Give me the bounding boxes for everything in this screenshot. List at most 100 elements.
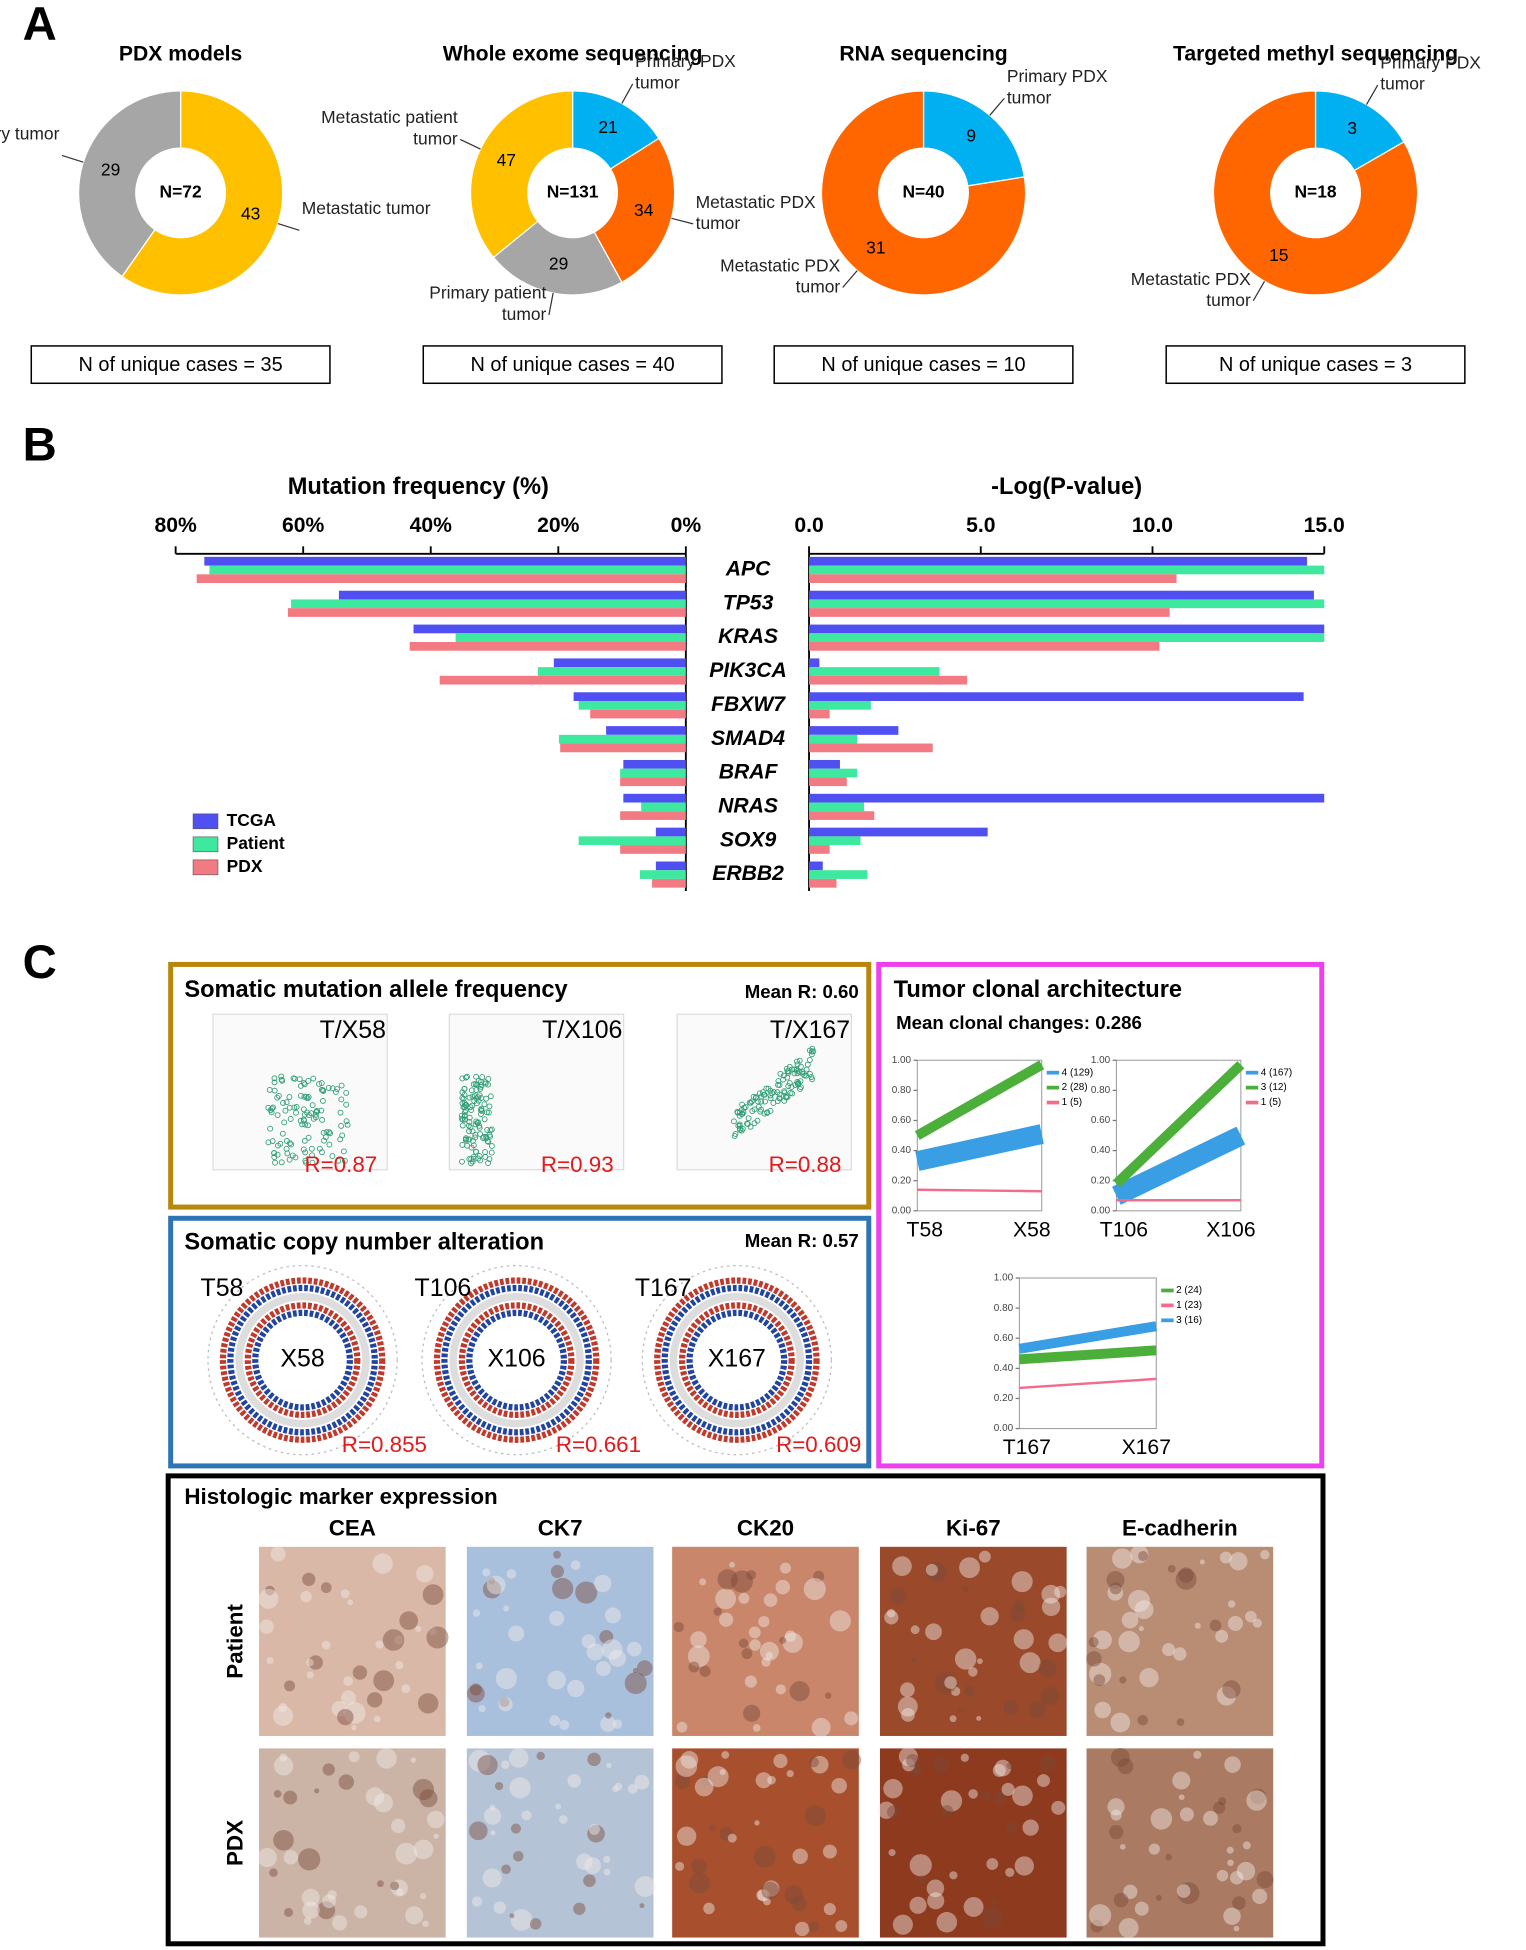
texture-blob [1090, 1919, 1103, 1933]
scatter-dot [287, 1116, 294, 1122]
texture-blob [586, 1643, 604, 1661]
texture-blob [1110, 1748, 1130, 1767]
scatter-dot [286, 1094, 293, 1100]
marker-label: CK20 [737, 1515, 794, 1540]
histology-image [259, 1546, 446, 1736]
scatter-dot [770, 1088, 777, 1095]
sample-label: X106 [488, 1345, 546, 1373]
bar [809, 633, 1325, 642]
scatter-dot [481, 1116, 488, 1123]
texture-blob [1256, 1871, 1274, 1889]
texture-blob [273, 1829, 294, 1851]
y-tick-label: 0.00 [994, 1423, 1014, 1434]
texture-blob [259, 1619, 274, 1634]
texture-blob [1109, 1582, 1122, 1595]
scatter-dot [731, 1132, 738, 1139]
x-tick-label: X167 [1122, 1436, 1171, 1459]
texture-blob [270, 1546, 286, 1562]
circos-ring [244, 1302, 361, 1419]
x-tick-label: 20% [537, 514, 580, 537]
scatter-dot [730, 1118, 737, 1125]
pie-segment [922, 90, 1026, 187]
texture-blob [419, 1789, 438, 1808]
x-tick-label: 15.0 [1304, 514, 1345, 537]
bar [809, 608, 1170, 617]
texture-blob [314, 1788, 320, 1794]
texture-blob [889, 1587, 907, 1605]
value-label: 3 [1347, 118, 1357, 138]
texture-blob [1051, 1800, 1066, 1815]
texture-blob [1041, 1584, 1061, 1604]
category-label: APC [725, 558, 771, 581]
circos-ring [219, 1277, 386, 1443]
scatter-dot [302, 1121, 309, 1128]
texture-blob [420, 1893, 427, 1900]
texture-blob [375, 1640, 384, 1649]
texture-blob [962, 1585, 969, 1593]
scatter-dot [313, 1114, 319, 1121]
value-label: 29 [549, 254, 568, 274]
bar [809, 624, 1325, 634]
texture-blob [347, 1599, 354, 1606]
bar [809, 700, 871, 710]
texture-blob [1089, 1662, 1112, 1686]
texture-blob [763, 1593, 778, 1607]
texture-blob [258, 1588, 279, 1609]
bar [809, 692, 1304, 701]
clone-line [917, 1188, 1042, 1193]
texture-blob [765, 1651, 774, 1660]
texture-blob [301, 1888, 320, 1907]
scatter-dot [300, 1146, 307, 1153]
texture-blob [399, 1611, 419, 1630]
category-label: SOX9 [720, 828, 777, 851]
scatter-dot [338, 1082, 345, 1089]
category-label: ERBB2 [712, 862, 784, 885]
scatter-dot [758, 1106, 764, 1113]
texture-blob [1134, 1600, 1154, 1620]
scatter-dot [282, 1107, 289, 1114]
texture-blob [1242, 1841, 1251, 1850]
scatter-dot [275, 1092, 282, 1099]
texture-blob [636, 1660, 653, 1677]
texture-blob [905, 1753, 920, 1768]
texture-blob [1223, 1907, 1241, 1925]
r-value: R=0.87 [304, 1152, 377, 1177]
scatter-dot [469, 1128, 476, 1135]
texture-blob [883, 1778, 903, 1799]
scatter-dot [487, 1133, 493, 1140]
texture-blob [416, 1565, 434, 1583]
scatter-dot [479, 1074, 486, 1081]
scatter-dot [762, 1098, 768, 1105]
texture-blob [675, 1755, 698, 1778]
texture-blob [1107, 1798, 1125, 1816]
footer: N of unique cases = 35 [79, 354, 283, 376]
texture-blob [373, 1793, 393, 1813]
texture-blob [594, 1574, 612, 1593]
texture-blob [536, 1751, 545, 1761]
scatter-dot [478, 1095, 485, 1101]
texture-blob [700, 1775, 712, 1787]
value-label: 34 [634, 200, 654, 220]
texture-blob [489, 1804, 496, 1811]
scatter-dot [274, 1112, 281, 1119]
scatter-dot [462, 1109, 468, 1116]
texture-blob [1117, 1758, 1134, 1775]
texture-blob [1176, 1884, 1191, 1898]
texture-blob [567, 1774, 582, 1788]
texture-blob [413, 1839, 434, 1860]
texture-blob [1054, 1585, 1067, 1598]
bar [606, 726, 686, 735]
texture-blob [811, 1717, 831, 1737]
texture-blob [926, 1561, 947, 1583]
x-tick-label: 10.0 [1132, 514, 1173, 537]
category-label: Primary PDX tumor [1380, 52, 1481, 94]
section-title: Somatic copy number alteration [184, 1229, 544, 1255]
scatter-dot [309, 1152, 315, 1159]
scatter-dot [473, 1073, 480, 1080]
histology-texture [884, 1550, 1068, 1723]
texture-blob [264, 1585, 275, 1596]
scatter-dot [785, 1083, 792, 1089]
texture-blob [794, 1921, 810, 1937]
texture-blob [494, 1781, 504, 1791]
leader-line [1366, 84, 1379, 105]
